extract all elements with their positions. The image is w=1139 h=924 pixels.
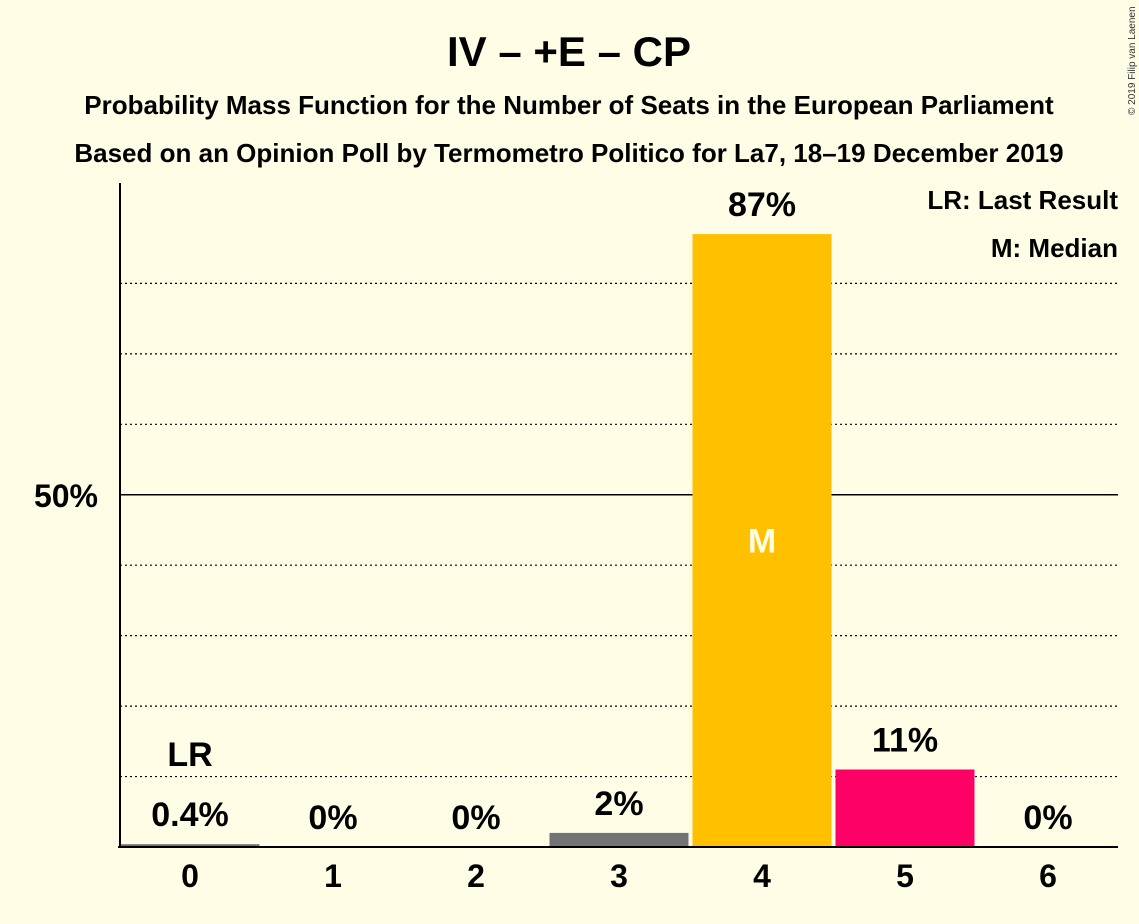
legend-median: M: Median	[991, 233, 1118, 263]
x-tick-label: 1	[324, 858, 342, 894]
bar-5	[835, 769, 975, 847]
data-label-1: 0%	[308, 799, 357, 837]
median-marker: M	[748, 523, 776, 561]
data-label-5: 11%	[872, 722, 938, 760]
x-tick-label: 0	[181, 858, 199, 894]
y-tick-label: 50%	[34, 478, 98, 514]
y-axis-ticks: 50%	[34, 478, 98, 514]
copyright-text: © 2019 Filip van Laenen	[1127, 6, 1138, 115]
x-tick-label: 6	[1039, 858, 1057, 894]
x-axis-ticks: 0 1 2 3 4 5 6	[181, 858, 1057, 894]
data-label-2: 0%	[451, 799, 500, 837]
last-result-marker: LR	[167, 736, 212, 774]
data-label-6: 0%	[1023, 799, 1072, 837]
x-tick-label: 5	[896, 858, 914, 894]
data-label-3: 2%	[594, 785, 643, 823]
chart-subtitle-1: Probability Mass Function for the Number…	[84, 90, 1054, 120]
bars	[120, 234, 975, 847]
data-label-4: 87%	[728, 186, 796, 224]
bar-0	[120, 844, 260, 847]
chart-subtitle-2: Based on an Opinion Poll by Termometro P…	[74, 138, 1063, 168]
legend-last-result: LR: Last Result	[927, 185, 1118, 215]
chart-title: IV – +E – CP	[447, 28, 691, 75]
data-label-0: 0.4%	[151, 796, 229, 834]
x-tick-label: 3	[610, 858, 628, 894]
data-labels: 0.4% 0% 0% 2% 87% 11% 0% M LR	[151, 186, 1072, 837]
x-tick-label: 2	[467, 858, 485, 894]
x-tick-label: 4	[753, 858, 771, 894]
bar-4	[692, 234, 832, 847]
bar-3	[549, 832, 689, 847]
grid-lines	[120, 282, 1118, 778]
